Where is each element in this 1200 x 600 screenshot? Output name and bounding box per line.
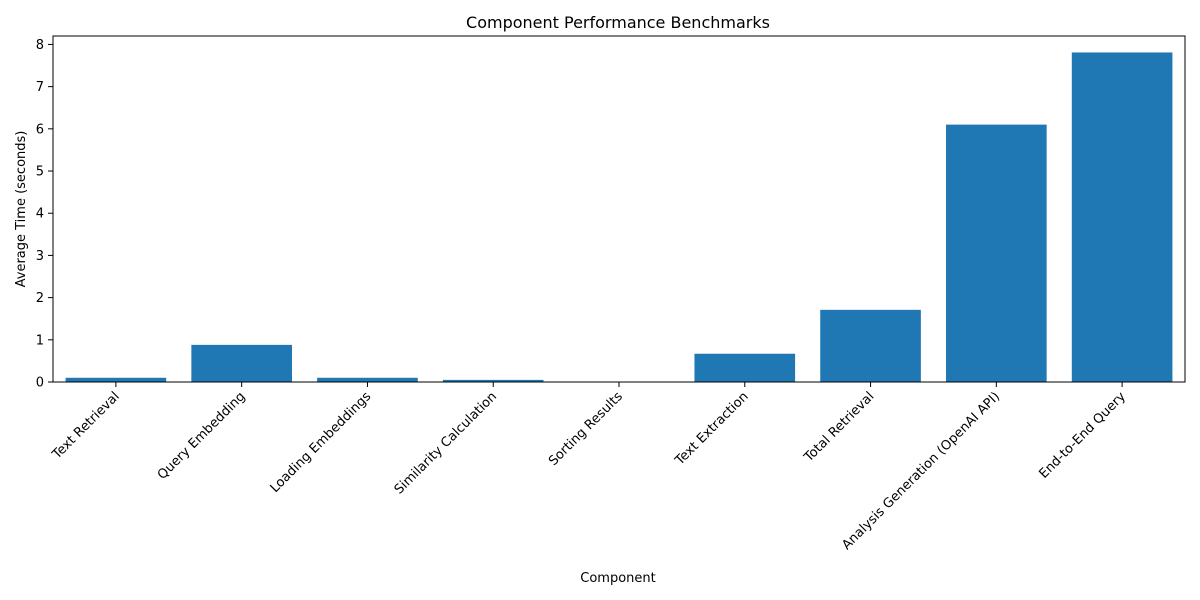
bar — [65, 377, 167, 382]
y-tick-label: 2 — [36, 291, 44, 306]
y-tick-label: 3 — [36, 249, 44, 264]
y-axis-label: Average Time (seconds) — [14, 131, 29, 288]
y-tick-label: 7 — [36, 80, 44, 95]
x-tick-label: Text Extraction — [672, 389, 752, 469]
x-tick-label: Analysis Generation (OpenAI API) — [839, 389, 1003, 553]
y-tick-label: 6 — [36, 122, 44, 137]
x-tick-label: End-to-End Query — [1036, 389, 1129, 482]
x-tick-label: Sorting Results — [546, 389, 626, 469]
bar — [1071, 52, 1173, 383]
chart-title: Component Performance Benchmarks — [466, 13, 770, 32]
bar — [442, 379, 544, 382]
bar — [820, 309, 921, 382]
plot-area: 0 1 2 3 4 5 6 7 8 Text Retrieval Query Embedding Lo… — [36, 35, 1186, 553]
y-tick-label: 5 — [36, 165, 44, 180]
x-tick-label: Total Retrieval — [801, 389, 878, 466]
bar — [317, 377, 418, 382]
bar — [946, 124, 1047, 383]
y-tick-label: 0 — [36, 376, 44, 391]
x-axis-label: Component — [580, 571, 655, 586]
bar — [694, 353, 796, 382]
y-tick-label: 8 — [36, 38, 44, 53]
x-tick-label: Loading Embeddings — [268, 389, 375, 496]
y-tick-label: 4 — [36, 207, 44, 222]
x-tick-label: Similarity Calculation — [392, 389, 500, 497]
bar — [191, 344, 292, 382]
x-tick-label: Text Retrieval — [49, 389, 123, 463]
y-tick-label: 1 — [36, 333, 44, 348]
x-tick-label: Query Embedding — [155, 389, 249, 483]
